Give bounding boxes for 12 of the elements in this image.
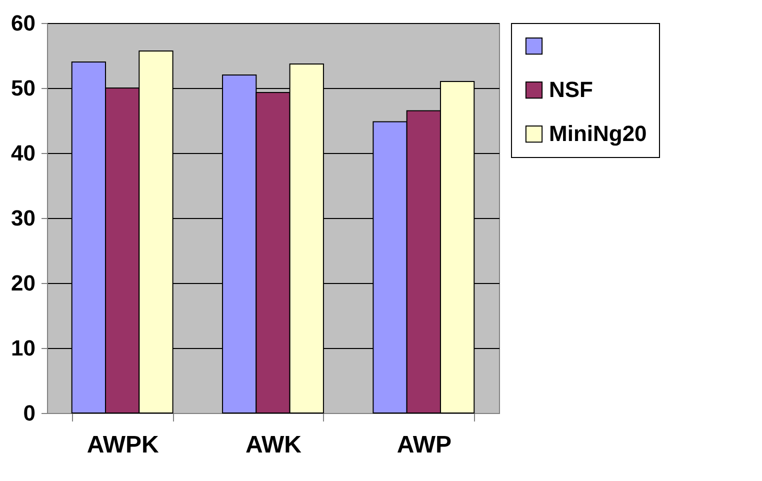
legend-label: MiniNg20	[549, 121, 647, 146]
y-tick-label: 20	[11, 270, 36, 296]
y-tick-label: 40	[11, 140, 36, 166]
x-tick-label: AWK	[246, 432, 302, 458]
y-tick-label: 30	[11, 206, 36, 230]
y-tick-label: 0	[23, 400, 36, 426]
y-tick-label: 60	[11, 10, 36, 36]
y-tick-label: 50	[11, 76, 36, 100]
x-tick-label: AWP	[396, 432, 452, 458]
x-tick-label: AWPK	[86, 432, 160, 458]
legend-label: NSF	[549, 77, 593, 102]
y-tick-label: 10	[11, 336, 36, 360]
